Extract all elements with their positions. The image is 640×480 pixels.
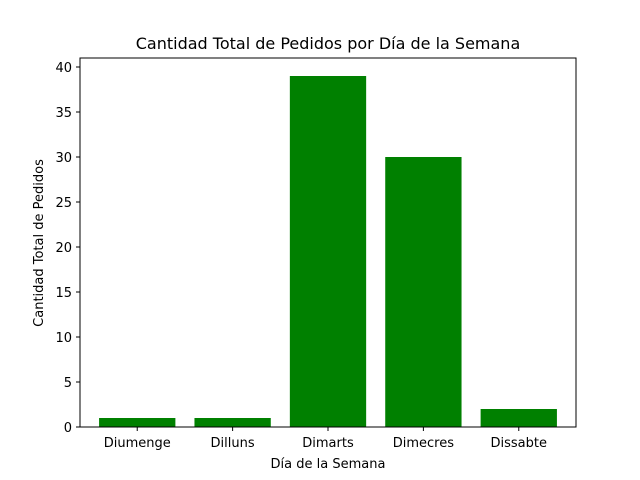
x-ticks-layer: Diumenge Dilluns Dimarts Dimecres Dissabte bbox=[104, 427, 547, 451]
y-tick-label: 25 bbox=[55, 196, 72, 211]
x-axis-title: Día de la Semana bbox=[271, 457, 386, 472]
x-tick-label: Diumenge bbox=[104, 436, 171, 451]
y-axis-title: Cantidad Total de Pedidos bbox=[32, 159, 47, 327]
y-tick-label: 0 bbox=[64, 421, 72, 436]
y-tick-label: 15 bbox=[55, 286, 72, 301]
x-tick-label: Dissabte bbox=[491, 436, 547, 451]
y-tick-label: 10 bbox=[55, 331, 72, 346]
bars-layer bbox=[99, 76, 557, 427]
y-tick-label: 5 bbox=[64, 376, 72, 391]
x-tick-label: Dimarts bbox=[302, 436, 354, 451]
bar-dimecres bbox=[385, 157, 462, 427]
y-tick-label: 20 bbox=[55, 241, 72, 256]
y-tick-label: 30 bbox=[55, 151, 72, 166]
y-tick-label: 40 bbox=[55, 61, 72, 76]
bar-dilluns bbox=[194, 418, 271, 427]
y-ticks-layer: 0 5 10 15 20 25 30 35 40 bbox=[55, 61, 80, 436]
x-tick-label: Dilluns bbox=[211, 436, 255, 451]
bar-dissabte bbox=[480, 409, 557, 427]
bar-dimarts bbox=[289, 76, 367, 427]
y-tick-label: 35 bbox=[55, 106, 72, 121]
plot-frame bbox=[79, 57, 577, 428]
x-tick-label: Dimecres bbox=[393, 436, 454, 451]
chart-title: Cantidad Total de Pedidos por Día de la … bbox=[136, 34, 521, 53]
bar-diumenge bbox=[99, 418, 176, 427]
